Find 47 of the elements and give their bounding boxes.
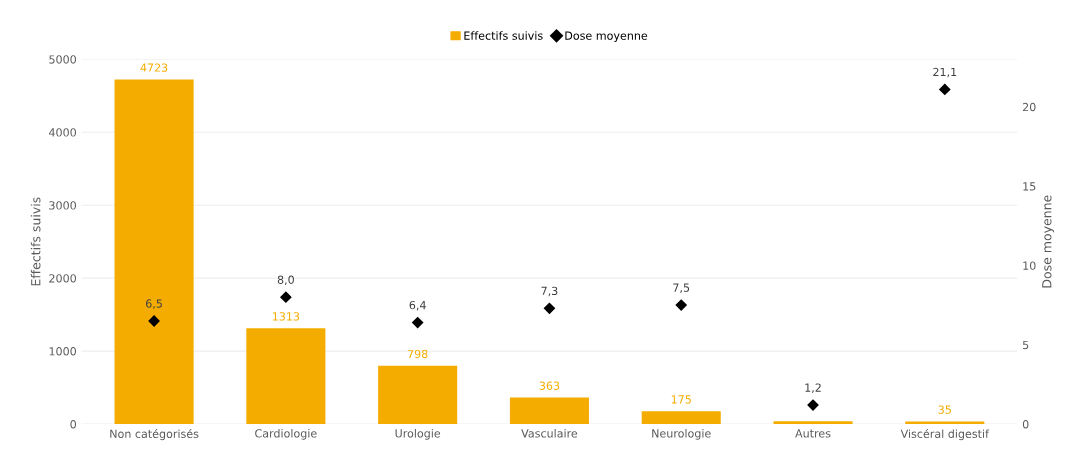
bar [641,411,721,425]
data-label: 798 [407,349,428,359]
data-label: 175 [671,395,691,404]
data-label: 8,0 [277,275,294,286]
y-tick-label: 3000 [49,201,76,210]
y2-tick-label: 10 [1023,261,1036,270]
point [412,316,424,329]
data-label: 7,5 [673,283,690,293]
data-label: 363 [539,381,560,390]
y2-tick-label: 5 [1023,340,1029,350]
data-label: 1313 [272,312,300,321]
bar [773,421,853,425]
x-tick-label: Cardiologie [255,428,317,440]
y-tick-label: 2000 [49,274,76,283]
x-tick-label: Vasculaire [521,428,578,438]
x-tick-label: Urologie [395,428,441,440]
bar [378,365,458,425]
point [148,315,160,327]
y-axis-title: Effectifs suivis [30,197,41,286]
x-tick-label: Neurologie [652,428,711,440]
y2-axis-title: Dose moyenne [1042,195,1054,288]
y-tick-label: 4000 [49,128,76,137]
point [939,83,951,96]
x-tick-label: Viscéral digestif [900,428,990,441]
y-tick-label: 0 [70,420,76,429]
y2-tick-label: 15 [1023,182,1036,191]
y-tick-label: 1000 [49,347,76,356]
data-label: 6,5 [146,299,162,309]
y2-tick-label: 20 [1022,102,1036,112]
bar [246,328,326,425]
data-label: 21,1 [933,67,957,78]
y2-tick-label: 0 [1022,420,1029,429]
data-label: 6,4 [409,300,426,311]
data-label: 4723 [140,63,168,72]
bar [509,397,589,425]
point [675,299,687,311]
data-label: 35 [938,405,951,414]
legend-label: Dose moyenne [565,31,648,42]
y-tick-label: 5000 [49,55,76,64]
data-label: 7,3 [541,286,558,297]
x-tick-label: Autres [795,429,831,438]
point [543,302,556,314]
point [280,291,292,303]
data-label: 1,2 [805,383,821,393]
legend-label: Effectifs suivis [464,31,543,40]
x-tick-label: Non catégorisés [110,428,199,441]
bar [114,79,194,425]
